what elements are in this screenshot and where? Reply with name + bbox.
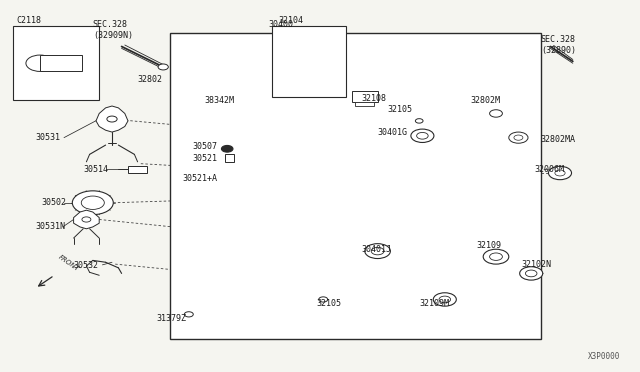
Text: 30502: 30502 — [42, 198, 67, 207]
Circle shape — [411, 129, 434, 142]
Circle shape — [319, 297, 328, 302]
Circle shape — [415, 119, 423, 123]
Circle shape — [548, 166, 572, 180]
Circle shape — [81, 196, 104, 209]
Bar — [352, 91, 378, 102]
Text: 30514: 30514 — [83, 165, 108, 174]
Circle shape — [371, 247, 384, 255]
Bar — [128, 166, 147, 173]
Text: 32102N: 32102N — [522, 260, 552, 269]
Circle shape — [525, 270, 537, 277]
Text: 30400: 30400 — [269, 20, 294, 29]
Text: SEC.328: SEC.328 — [541, 35, 576, 44]
Circle shape — [72, 191, 113, 215]
Text: 38342M: 38342M — [205, 96, 235, 105]
Bar — [40, 55, 82, 71]
Circle shape — [365, 244, 390, 259]
Text: 30531: 30531 — [35, 133, 60, 142]
Circle shape — [107, 116, 117, 122]
Text: 32802: 32802 — [138, 76, 163, 84]
Circle shape — [184, 312, 193, 317]
Text: (32909N): (32909N) — [93, 31, 133, 40]
Text: 32105: 32105 — [387, 105, 412, 114]
Circle shape — [483, 249, 509, 264]
Text: X3P0000: X3P0000 — [588, 352, 621, 361]
Text: 30401G: 30401G — [378, 128, 408, 137]
Text: (32890): (32890) — [541, 46, 576, 55]
Circle shape — [82, 217, 91, 222]
Text: 32109: 32109 — [477, 241, 502, 250]
Text: 30521+A: 30521+A — [182, 174, 218, 183]
Bar — [170, 33, 541, 339]
Text: 30531N: 30531N — [35, 222, 65, 231]
Text: 32006M: 32006M — [534, 165, 564, 174]
Text: 30507: 30507 — [192, 142, 217, 151]
Text: 30532: 30532 — [74, 262, 99, 270]
Text: SEC.328: SEC.328 — [93, 20, 128, 29]
Circle shape — [520, 267, 543, 280]
Circle shape — [509, 132, 528, 143]
Circle shape — [26, 55, 54, 71]
Polygon shape — [96, 106, 128, 132]
Text: 32108: 32108 — [362, 94, 387, 103]
Bar — [272, 26, 346, 97]
Circle shape — [433, 293, 456, 306]
Bar — [13, 26, 99, 100]
Circle shape — [417, 132, 428, 139]
Circle shape — [490, 110, 502, 117]
Text: 30401J: 30401J — [362, 245, 392, 254]
Text: 32104: 32104 — [278, 16, 303, 25]
Bar — [225, 154, 234, 162]
Text: 32802M: 32802M — [470, 96, 500, 105]
Circle shape — [221, 145, 233, 152]
Text: 31379Z: 31379Z — [157, 314, 187, 323]
Circle shape — [439, 296, 451, 303]
Text: 32802MA: 32802MA — [541, 135, 576, 144]
Bar — [355, 102, 374, 106]
Polygon shape — [74, 210, 99, 229]
Circle shape — [555, 170, 565, 176]
Text: FRONT: FRONT — [58, 254, 81, 272]
Circle shape — [490, 253, 502, 260]
Text: C2118: C2118 — [16, 16, 41, 25]
Circle shape — [514, 135, 523, 140]
Circle shape — [158, 64, 168, 70]
Text: 30521: 30521 — [192, 154, 217, 163]
Text: 32109M: 32109M — [419, 299, 449, 308]
Text: 32105: 32105 — [317, 299, 342, 308]
